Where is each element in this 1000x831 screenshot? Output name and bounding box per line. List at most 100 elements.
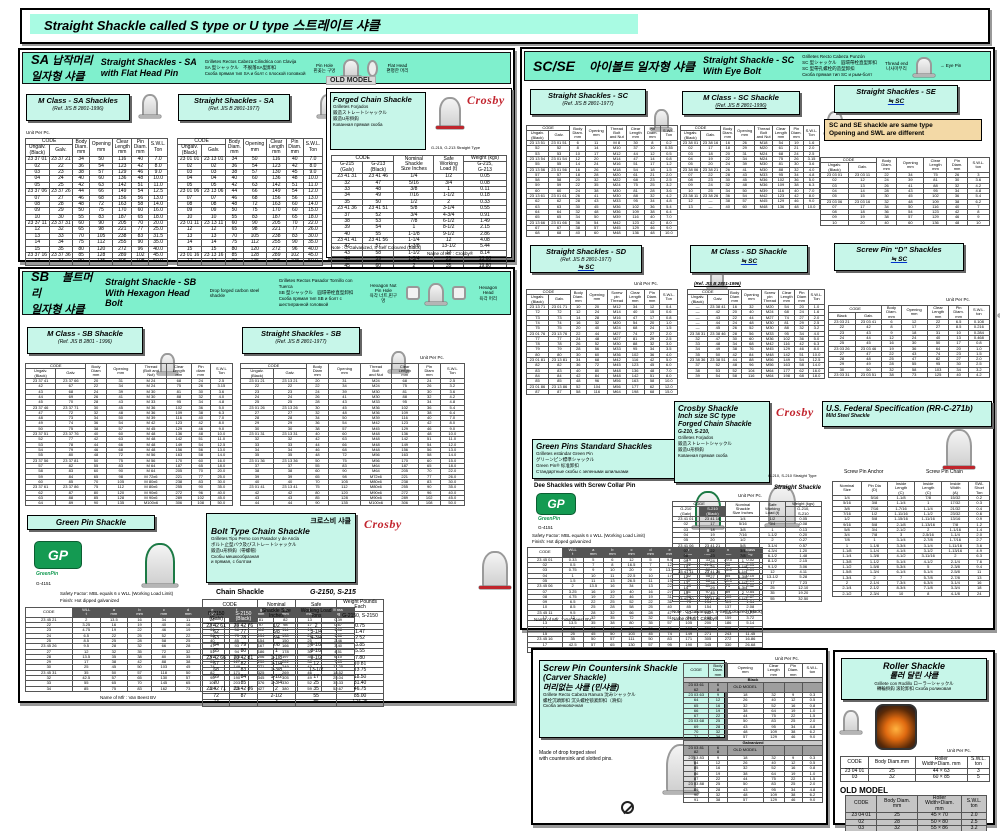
sc-crosby-product: Forged Chain Shackle (678, 421, 752, 429)
sa-crosby-table-grid: CODE Nominal Shackle Size Inches Safe Work… (330, 154, 508, 271)
sb-green-pin-title: Green Pin Shackle (55, 518, 127, 527)
sc-vanbeest-mfr: Name of Mfr. : Van Beest BV (534, 617, 592, 622)
sb-nut-label: Hexagon Nut Pin Hole 육각 너트,핀구멍 (369, 282, 397, 304)
screw-d-approx: ≒ SC (890, 255, 908, 263)
countersink-title: Screw Pin Countersink Shackle (543, 663, 678, 673)
sb-m-class-title: M Class - SB Shackle (47, 329, 123, 338)
m-sd-titlebox: M Class - SD Shackle ≒ SC (690, 245, 808, 273)
us-fed-box: U.S. Federal Specification (RR-C-271b) M… (822, 401, 992, 427)
sb-m-class-titlebox: M Class - SB Shackle (Ref. JIS B 2801 - … (27, 327, 143, 354)
sa-crosby-old-model-label: OLD MODEL (326, 76, 376, 85)
green-pin-logo-sub-sc: GreenPin (538, 516, 561, 522)
sc-straight-table-grid: CODE Body Diam. mm Opening mm Thread Bolt a… (525, 124, 679, 237)
green-pins-safety: Safety Factor: MBL equals 6 x WLL (Worki… (532, 533, 646, 538)
us-fed-subtitle: Mild Steel Shackle (826, 413, 870, 420)
sb-straight-table: CODE Body Diam mm Opening mm Thread Bolt an… (240, 362, 466, 507)
sb-bolt-type-langs: Grilletes Tipo Perno con Pasador y de An… (211, 536, 300, 565)
se-table-grid: CODE Body Diam. mm Opening mm Clear Length … (820, 156, 991, 227)
sa-crosby-box: Forged Chain Shackle Grilletes Forjados … (326, 88, 512, 271)
sb-green-pin-finish: Finish: Hot dipped galvanized (60, 598, 120, 603)
sa-unit: Unit Per Pc. (26, 130, 51, 135)
sc-m-class-titlebox: M Class - SC Shackle (Ref. JIS B 2801-19… (682, 91, 800, 115)
sa-crosby-table: CODE Nominal Shackle Size Inches Safe Work… (330, 154, 508, 271)
sb-straight-titlebox: Straight Shackles - SB (Ref. JIS B 2801-… (242, 327, 360, 354)
countersink-table: CODE Body Diam. mm Opening mm Clear Length … (682, 663, 824, 804)
countersink-title2: (Carver Shackle) (543, 673, 607, 683)
se-approx: ≒ SC (887, 97, 905, 105)
countersink-table-grid: CODE Body Diam. mm Opening mm Clear Length … (682, 663, 824, 804)
screw-d-titlebox: Screw Pin “D” Shackles ≒ SC (834, 243, 964, 271)
sa-straight-titlebox: Straight Shackles - SA (Ref. JIS B 2801-… (178, 94, 290, 121)
m-sd-title: M Class - SD Shackle (711, 247, 787, 256)
sa-langs: Grilletes Rectos Cabeza Cilindrica con C… (204, 59, 306, 76)
countersink-langs: Grillete Recto Cabeza Ranura 沈みシャックル 螺栓沉… (543, 691, 636, 709)
hexagon-head-icon (452, 286, 467, 300)
green-pin-logo-sc: GP (536, 493, 576, 515)
sa-crosby-titlebox: Forged Chain Shackle Grilletes Forjados … (330, 92, 426, 150)
sa-crosby-mfr: Name of Mfr : Crosby® (427, 251, 474, 256)
sc-straight-title: Straight Shackles - SC (547, 91, 629, 100)
green-pin-shackle-diagram-sb (141, 543, 178, 587)
sb-green-pin-titlebox: Green Pin Shackle (27, 515, 155, 530)
sa-section-code: SA 납작머리 일자형 샤클 (31, 51, 93, 83)
sb-green-pin-model: G-4151 (36, 581, 52, 586)
us-fed-chain-label: Screw Pin Chain (926, 469, 963, 475)
sa-panel: SA 납작머리 일자형 샤클 Straight Shackles - SA wi… (18, 48, 515, 271)
crosby-logo-sb: Crosby (364, 517, 402, 531)
sb-straight-title: Straight Shackles - SB (260, 329, 342, 338)
roller-titlebox: Roller Shackle 롤러 달린 샤클 Grillete con Rod… (841, 658, 987, 700)
sb-bolt-type-title: Bolt Type Chain Shackle (211, 526, 310, 536)
sb-bolt-type-box: 크로스비 샤클 Bolt Type Chain Shackle Grillete… (206, 513, 356, 583)
sc-eye-pin-label: → Eye Pin (939, 63, 962, 69)
sa-header-strip: SA 납작머리 일자형 샤클 Straight Shackles - SA wi… (22, 52, 511, 84)
sb-chain-shackle-model: G-2150, S-215 (310, 589, 356, 596)
sa-straight-table: CODE Body Diam. mm Opening mm Clear Length … (176, 137, 324, 266)
sb-head-label: Hexagon Head 육각 머리 (479, 285, 498, 301)
sc-header-strip: SC/SE 아이볼트 일자형 샤클 Straight Shackle - SC … (524, 51, 991, 81)
sc-crosby-table: CODE Nominal Shackle Size Inches Safe Work… (671, 500, 823, 602)
sc-crosby-unit: Unit Per Pc. (738, 493, 763, 498)
sc-thread-end-label: Thread end 나사마무리 (884, 60, 908, 71)
countersink-unit: Unit Per Pc. (775, 656, 800, 661)
sc-crosby-caption: G-210, S-210 Straight Type (768, 473, 817, 478)
sb-panel: SB 볼트머리 일자형 샤클 Straight Shackle - SB Wit… (18, 267, 515, 707)
green-pins-box: Green Pins Standard Shackles ≒ SC Grille… (532, 439, 700, 479)
sd-table: CODE Body Diam. mm Opening mm Screw pin Thr… (526, 288, 678, 396)
sd-ref: (Ref. JIS B 2801-1977) (560, 256, 612, 263)
roller-shackle-photo (875, 704, 917, 750)
roller-table-grid: CODE Body Diam.mm Roller Width×Diam. mm S.W… (839, 756, 991, 782)
se-table: CODE Body Diam. mm Opening mm Clear Length … (820, 156, 991, 227)
us-fed-title: U.S. Federal Specification (RR-C-271b) (826, 404, 973, 413)
sc-crosby-title: Crosby Shackle (678, 404, 739, 413)
sc-crosby-table-title: Straight Shackle (774, 485, 822, 491)
sa-flat-head-label: Flat Head 편평한 머리 (386, 62, 409, 73)
green-pins-title: Green Pins Standard Shackles (536, 442, 653, 451)
sc-m-class-table-grid: CODE Body Diam. mm Opening mm Thread Bolt a… (680, 124, 820, 211)
sb-chain-shackle-heading: Chain Shackle (216, 589, 264, 596)
sa-title: Straight Shackles - SA with Flat Head Pi… (100, 57, 197, 78)
crosby-logo-sc: Crosby (776, 405, 814, 419)
sb-unit: Unit Per Pc. (420, 355, 445, 360)
sa-m-class-shackle-icon (139, 94, 161, 118)
sc-crosby-table-grid: CODE Nominal Shackle Size Inches Safe Work… (671, 500, 823, 602)
green-pins-model: G-4151 (538, 525, 554, 530)
m-sd-approx: ≒ SC (740, 257, 758, 265)
green-pins-finish: Finish: Hot dipped galvanized (532, 539, 592, 544)
countersink-made-text: Made of drop forged steel with countersi… (539, 750, 613, 762)
sb-section-code: SB 볼트머리 일자형 샤클 (31, 268, 93, 317)
sc-section-code: SC/SE 아이볼트 일자형 샤클 (533, 57, 696, 74)
sc-crosby-box: Crosby Shackle Inch size SC type Forged … (674, 401, 770, 483)
slotted-pin-icon (621, 801, 634, 814)
sc-straight-titlebox: Straight Shackles - SC (Ref. JIS B 2801-… (530, 89, 646, 115)
sd-title: Straight Shackles - SD (545, 247, 627, 256)
sa-crosby-langs: Grilletes Forjados 鍛造ストレートシャックル 鍛造U形掛鈎 К… (333, 104, 387, 127)
roller-old-model-label: OLD MODEL (840, 786, 888, 795)
sb-m-class-ref: (Ref. JIS B 2801 - 1996) (58, 338, 112, 345)
sc-title: Straight Shackle - SC With Eye Bolt (703, 55, 795, 76)
sb-header-strip: SB 볼트머리 일자형 샤클 Straight Shackle - SB Wit… (22, 268, 511, 317)
sb-green-pin-mfr: Name of Mfr : Van Beest BV (100, 695, 157, 700)
sc-crosby-model: G-210, S-210, (678, 429, 710, 436)
sa-m-class-table-grid: CODE Body Diam. mm Opening mm Clear Length … (24, 137, 168, 266)
us-fed-anchor-label: Screw Pin Anchor (844, 469, 884, 475)
